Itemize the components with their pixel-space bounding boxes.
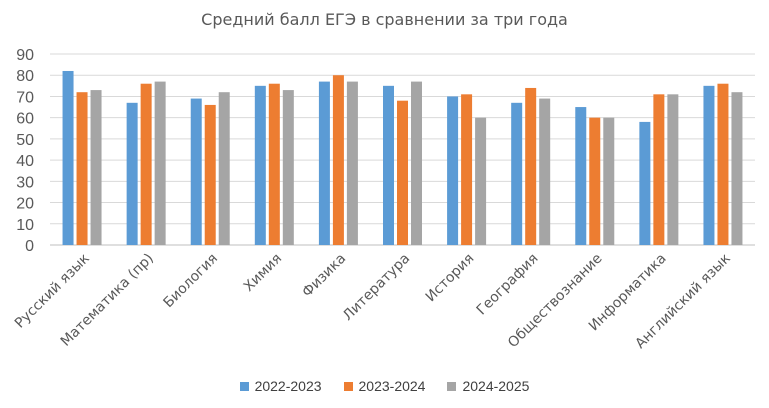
bar: [397, 100, 408, 245]
bar: [667, 94, 679, 245]
bar: [383, 85, 394, 245]
bar: [190, 98, 202, 245]
y-tick-label: 60: [16, 111, 34, 128]
bar: [653, 94, 665, 245]
bar: [447, 96, 459, 245]
bar: [268, 83, 280, 245]
bar: [539, 98, 551, 245]
bar: [204, 104, 216, 245]
y-tick-label: 90: [16, 47, 34, 64]
bar: [218, 92, 230, 245]
chart-title: Средний балл ЕГЭ в сравнении за три года: [201, 10, 568, 29]
bar: [126, 102, 138, 245]
bar: [603, 117, 615, 245]
y-tick-label: 80: [16, 68, 34, 85]
legend-item-2024-2025: 2024-2025: [447, 378, 529, 394]
bar: [589, 117, 601, 245]
bar: [525, 87, 537, 245]
legend: 2022-2023 2023-2024 2024-2025: [0, 378, 769, 394]
bar: [461, 94, 473, 245]
bar: [318, 81, 330, 245]
bar: [511, 102, 523, 245]
bar: [332, 75, 344, 245]
bar: [346, 81, 358, 245]
x-tick-label: Литература: [340, 251, 413, 324]
legend-item-2022-2023: 2022-2023: [239, 378, 322, 394]
y-tick-label: 70: [16, 89, 34, 106]
bar: [140, 83, 152, 245]
bar: [575, 107, 587, 245]
x-tick-label: Биология: [160, 251, 221, 312]
y-tick-label: 40: [16, 153, 34, 170]
bar: [282, 90, 294, 245]
bar: [76, 92, 88, 245]
x-tick-label: География: [474, 251, 542, 319]
bar: [62, 70, 74, 245]
legend-swatch: [343, 381, 353, 391]
legend-swatch: [447, 381, 457, 391]
legend-label: 2023-2024: [358, 378, 426, 394]
y-tick-label: 0: [25, 238, 34, 255]
bar: [639, 121, 651, 245]
y-tick-label: 50: [16, 132, 34, 149]
bar: [703, 85, 715, 245]
bar: [154, 81, 166, 245]
bar: [254, 85, 266, 245]
y-tick-label: 20: [16, 196, 34, 213]
bar: [90, 90, 102, 245]
legend-label: 2022-2023: [254, 378, 322, 394]
bar: [717, 83, 729, 245]
x-tick-label: Химия: [241, 251, 285, 295]
bar: [731, 92, 743, 245]
legend-item-2023-2024: 2023-2024: [343, 378, 426, 394]
x-tick-label: Физика: [299, 251, 349, 301]
bar: [411, 81, 422, 245]
y-tick-label: 30: [16, 174, 34, 191]
x-tick-label: История: [423, 251, 478, 306]
legend-swatch: [239, 381, 249, 391]
bar: [475, 117, 487, 245]
y-tick-label: 10: [16, 217, 34, 234]
legend-label: 2024-2025: [462, 378, 530, 394]
